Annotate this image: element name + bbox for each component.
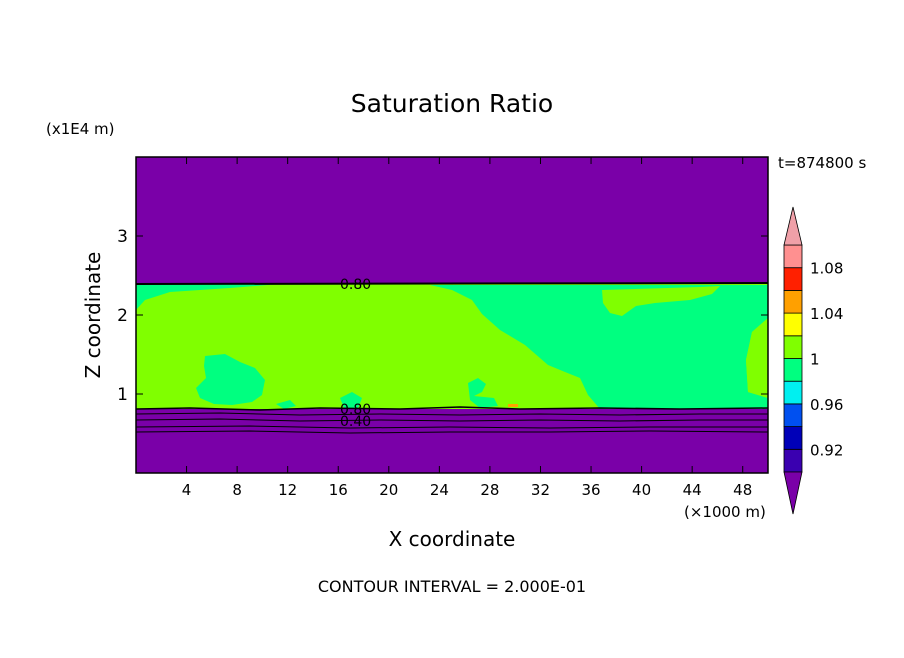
x-tick-label: 12 xyxy=(278,481,297,499)
cloud-layer-seagreen-small-1 xyxy=(468,378,498,408)
cloud-layer-seagreen-right xyxy=(430,285,768,409)
footer-contour-interval: CONTOUR INTERVAL = 2.000E-01 xyxy=(318,577,586,596)
time-label: t=874800 s xyxy=(778,154,866,172)
contour-label-top: 0.80 xyxy=(340,277,371,293)
x-tick-label: 40 xyxy=(632,481,651,499)
colorbar: 0.92 0.96 1 1.04 1.08 xyxy=(783,206,843,515)
contour-line-low-1 xyxy=(135,412,768,416)
cloud-layer-seagreen-small-4 xyxy=(276,400,296,409)
chart-title: Saturation Ratio xyxy=(351,89,553,118)
y-tick-label: 1 xyxy=(117,385,128,405)
x-tick-label: 8 xyxy=(232,481,242,499)
contour-line-cloud-base xyxy=(135,406,769,411)
x-tick-label: 24 xyxy=(430,481,449,499)
contour-line-top xyxy=(135,282,769,285)
colorbar-box xyxy=(783,448,803,473)
x-unit-label: (×1000 m) xyxy=(684,503,766,521)
colorbar-box xyxy=(783,312,803,337)
colorbar-arrow-low xyxy=(783,471,803,515)
y-axis-ticks: 1 2 3 xyxy=(117,227,768,405)
cloud-layer-green-patch-right-edge xyxy=(746,318,768,398)
contour-line-low-4 xyxy=(135,430,769,434)
cloud-layer-seagreen-left-top xyxy=(136,284,280,310)
colorbar-box xyxy=(783,244,803,269)
colorbar-tick-label: 1.04 xyxy=(810,305,843,323)
colorbar-arrow-high xyxy=(783,206,803,246)
colorbar-tick-label: 0.92 xyxy=(810,441,843,459)
cloud-layer-seagreen-blob xyxy=(196,354,265,405)
plot-area: 0.80 0.80 0.40 xyxy=(135,156,769,474)
colorbar-tick-label: 1.08 xyxy=(810,260,843,278)
contour-line-low-2 xyxy=(135,418,768,422)
colorbar-box xyxy=(783,289,803,314)
cloud-layer-seagreen-small-3 xyxy=(525,286,550,296)
colorbar-tick-label: 1 xyxy=(810,351,820,369)
cloud-layer-green-patch-right xyxy=(602,286,720,316)
x-tick-label: 32 xyxy=(531,481,550,499)
colorbar-box xyxy=(783,426,803,450)
x-tick-label: 44 xyxy=(683,481,702,499)
colorbar-box xyxy=(783,335,803,359)
contour-line-low-3 xyxy=(135,425,768,429)
cloud-layer-orange-spot xyxy=(508,404,518,407)
cloud-layer-seagreen-small-2 xyxy=(340,392,362,408)
contour-label-base: 0.80 xyxy=(340,402,371,418)
x-tick-label: 48 xyxy=(733,481,752,499)
colorbar-box xyxy=(783,380,803,405)
x-tick-label: 20 xyxy=(379,481,398,499)
colorbar-box xyxy=(783,267,803,291)
contour-label-low: 0.40 xyxy=(340,414,371,430)
colorbar-box xyxy=(783,358,803,382)
x-axis-title: X coordinate xyxy=(389,527,516,551)
x-tick-label: 36 xyxy=(581,481,600,499)
colorbar-box xyxy=(783,403,803,427)
x-tick-label: 28 xyxy=(480,481,499,499)
contour-lines xyxy=(135,282,769,434)
y-tick-label: 2 xyxy=(117,306,128,326)
y-tick-label: 3 xyxy=(117,227,128,247)
colorbar-tick-label: 0.96 xyxy=(810,396,843,414)
y-axis-title: Z coordinate xyxy=(81,252,105,379)
x-tick-label: 4 xyxy=(182,481,192,499)
x-axis-ticks: 4 8 12 16 20 24 28 32 36 40 44 48 xyxy=(182,157,752,499)
y-unit-label: (x1E4 m) xyxy=(46,120,115,138)
x-tick-label: 16 xyxy=(329,481,348,499)
